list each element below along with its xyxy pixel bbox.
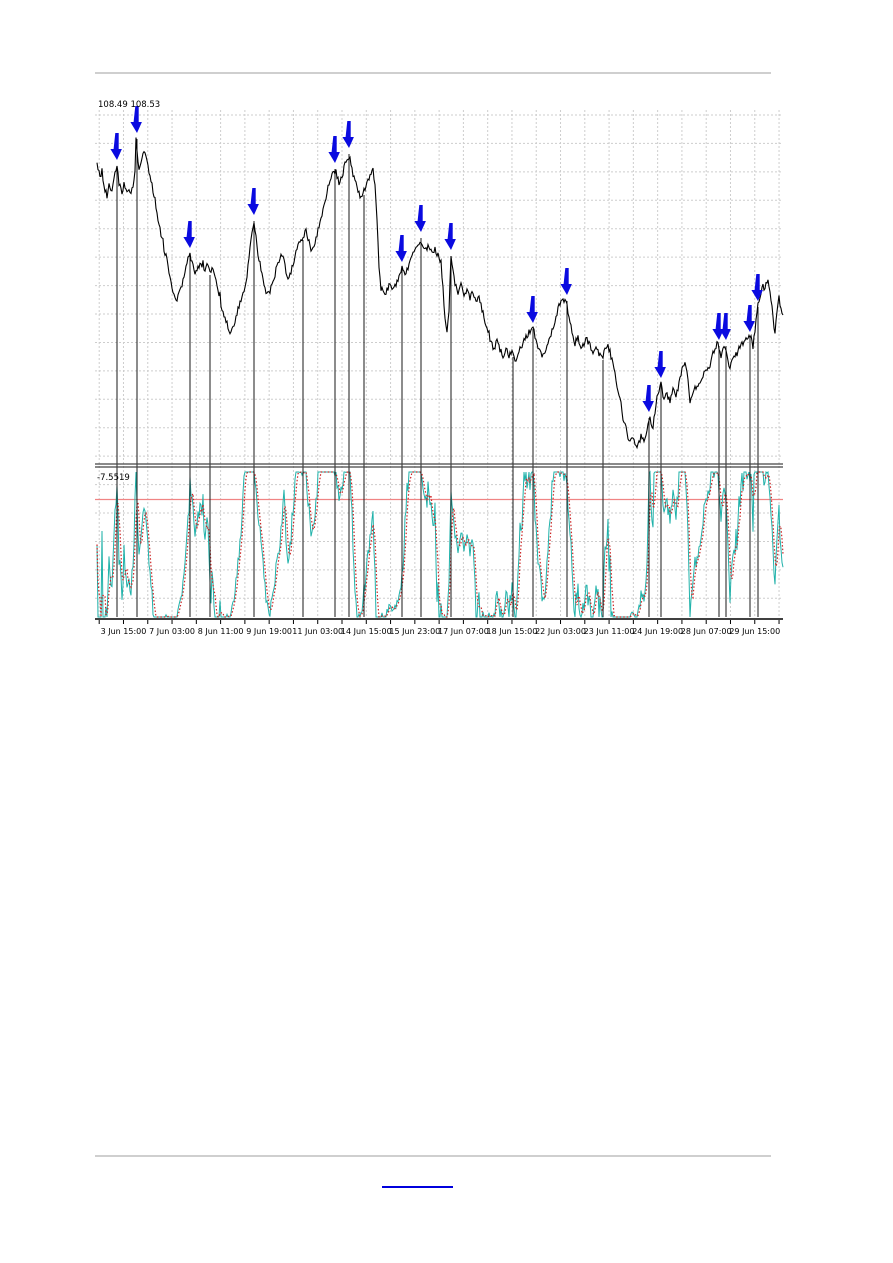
- x-axis-label: 15 Jun 23:00: [389, 627, 440, 636]
- x-axis-label: 18 Jun 15:00: [487, 627, 538, 636]
- x-axis-label: 7 Jun 03:00: [149, 627, 195, 636]
- footer-link[interactable]: [382, 1186, 453, 1188]
- sell-arrow-icon: [342, 121, 354, 148]
- sell-arrow-icon: [719, 313, 731, 340]
- x-axis-label: 9 Jun 19:00: [246, 627, 292, 636]
- x-axis-label: 28 Jun 07:00: [681, 627, 732, 636]
- wpr-value-label: -7.5519: [97, 473, 130, 483]
- sell-arrow-icon: [414, 205, 426, 232]
- x-axis-label: 14 Jun 15:00: [341, 627, 392, 636]
- sell-arrow-icon: [110, 133, 122, 160]
- top-rule: [95, 72, 771, 74]
- sell-arrow-icon: [130, 106, 142, 133]
- sell-arrow-icon: [526, 296, 538, 323]
- sell-arrow-icon: [751, 274, 763, 301]
- sell-arrow-icon: [560, 268, 572, 295]
- sell-arrow-icon: [642, 385, 654, 412]
- bottom-rule: [95, 1155, 771, 1157]
- x-axis-label: 24 Jun 19:00: [632, 627, 683, 636]
- x-axis-label: 8 Jun 11:00: [198, 627, 244, 636]
- sell-arrow-icon: [654, 351, 666, 378]
- x-axis-label: 3 Jun 15:00: [101, 627, 147, 636]
- x-axis-label: 29 Jun 15:00: [729, 627, 780, 636]
- x-axis-label: 17 Jun 07:00: [438, 627, 489, 636]
- x-axis-label: 11 Jun 03:00: [292, 627, 343, 636]
- sell-arrow-icon: [247, 188, 259, 215]
- x-axis-label: 22 Jun 03:00: [535, 627, 586, 636]
- price-line: [96, 137, 784, 450]
- quote-label: 108.49 108.53: [98, 100, 160, 110]
- sell-arrow-icon: [328, 136, 340, 163]
- sell-arrow-icon: [183, 221, 195, 248]
- wpr-signal-line: [96, 470, 784, 619]
- wpr-main-line: [96, 470, 784, 618]
- sell-arrow-icon: [712, 313, 724, 340]
- sell-arrow-icon: [743, 305, 755, 332]
- sell-arrow-icon: [395, 235, 407, 262]
- sell-arrow-icon: [444, 223, 456, 250]
- x-axis-label: 23 Jun 11:00: [584, 627, 635, 636]
